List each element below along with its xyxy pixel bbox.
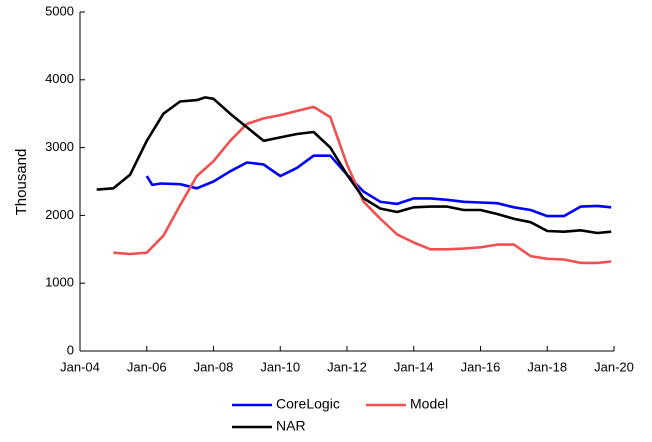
x-tick-label: Jan-18: [527, 359, 567, 374]
x-tick-label: Jan-16: [461, 359, 501, 374]
legend-label: NAR: [276, 418, 306, 434]
x-tick-label: Jan-12: [327, 359, 367, 374]
series-line: [145, 154, 612, 218]
x-tick-label: Jan-06: [127, 359, 167, 374]
y-tick-label: 3000: [45, 139, 74, 154]
x-tick-label: Jan-04: [60, 359, 100, 374]
x-tick-label: Jan-14: [394, 359, 434, 374]
series-line: [96, 96, 612, 235]
series-line: [113, 105, 612, 265]
y-tick-label: 1000: [45, 275, 74, 290]
x-tick-label: Jan-08: [194, 359, 234, 374]
legend-label: Model: [410, 396, 448, 412]
y-axis-label: Thousand: [13, 149, 30, 216]
y-tick-label: 5000: [45, 3, 74, 18]
y-tick-label: 4000: [45, 71, 74, 86]
legend-label: CoreLogic: [276, 396, 340, 412]
x-tick-label: Jan-10: [260, 359, 300, 374]
y-tick-label: 2000: [45, 207, 74, 222]
y-tick-label: 0: [67, 342, 74, 357]
x-tick-label: Jan-20: [594, 359, 634, 374]
